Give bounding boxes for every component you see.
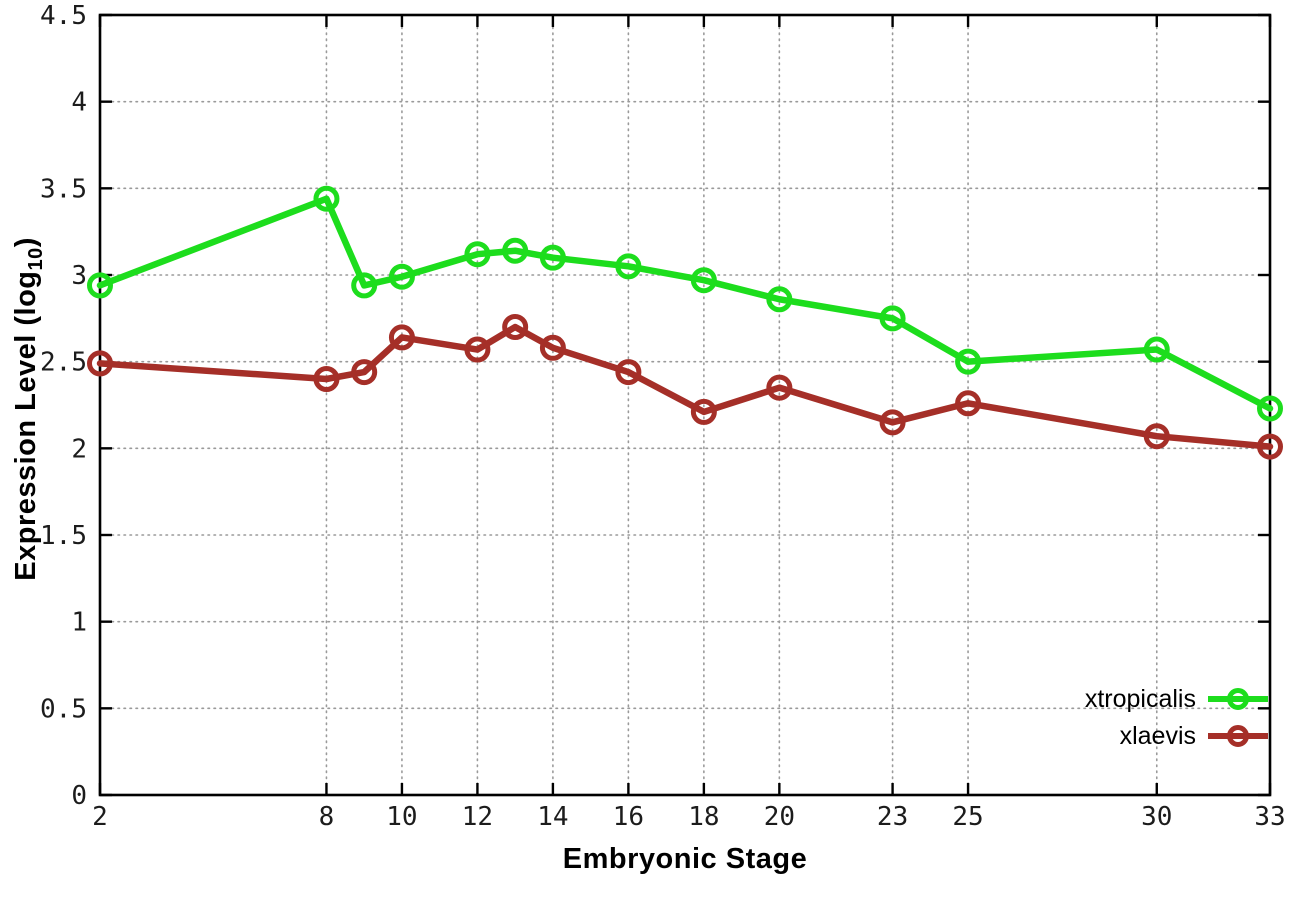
data-point-xlaevis bbox=[955, 390, 982, 417]
y-axis-title: Expression Level (log10) bbox=[10, 209, 48, 609]
legend-circle-marker-icon bbox=[1227, 725, 1249, 747]
y-tick-label: 0 bbox=[71, 781, 87, 811]
x-tick-label: 12 bbox=[462, 802, 493, 832]
data-point-xtropicalis bbox=[539, 244, 566, 271]
y-tick-label: 2.5 bbox=[40, 348, 87, 378]
data-point-xlaevis bbox=[766, 374, 793, 401]
x-tick-label: 8 bbox=[319, 802, 335, 832]
y-tick-label: 4.5 bbox=[40, 1, 87, 31]
y-axis-title-subscript: 10 bbox=[24, 247, 47, 271]
y-tick-label: 3.5 bbox=[40, 174, 87, 204]
y-axis-title-text: Expression Level (log bbox=[10, 270, 43, 581]
legend: xtropicalis xlaevis bbox=[1085, 684, 1268, 751]
data-point-xlaevis bbox=[388, 324, 415, 351]
xtropicalis-line-marker-icon bbox=[1208, 684, 1268, 714]
data-point-xtropicalis bbox=[87, 272, 113, 299]
x-tick-label: 23 bbox=[877, 802, 908, 832]
y-tick-label: 1 bbox=[71, 608, 87, 638]
x-tick-label: 25 bbox=[952, 802, 983, 832]
data-point-xlaevis bbox=[87, 350, 113, 377]
data-point-xtropicalis bbox=[313, 185, 340, 212]
data-point-xlaevis bbox=[690, 398, 717, 425]
x-tick-label: 30 bbox=[1141, 802, 1172, 832]
data-point-xtropicalis bbox=[464, 241, 491, 268]
series-line-xlaevis bbox=[96, 323, 1274, 450]
x-tick-label: 16 bbox=[613, 802, 644, 832]
y-tick-label: 2 bbox=[71, 434, 87, 464]
data-point-xlaevis bbox=[879, 409, 906, 436]
data-point-xtropicalis bbox=[502, 237, 529, 264]
x-tick-label: 2 bbox=[92, 802, 108, 832]
legend-label-xtropicalis: xtropicalis bbox=[1084, 684, 1196, 713]
legend-row-xlaevis: xlaevis bbox=[1085, 721, 1268, 751]
legend-circle-marker-icon bbox=[1227, 688, 1249, 710]
data-point-xtropicalis bbox=[615, 253, 642, 280]
x-axis-title: Embryonic Stage bbox=[562, 843, 808, 875]
data-point-xtropicalis bbox=[1257, 395, 1283, 422]
xlaevis-line-marker-icon bbox=[1208, 721, 1268, 751]
x-tick-label: 20 bbox=[764, 802, 795, 832]
data-point-xlaevis bbox=[615, 359, 642, 386]
series-line-xtropicalis bbox=[96, 195, 1274, 412]
legend-row-xtropicalis: xtropicalis bbox=[1085, 684, 1268, 714]
data-point-xtropicalis bbox=[351, 272, 378, 299]
data-point-xtropicalis bbox=[879, 305, 906, 332]
data-point-xtropicalis bbox=[955, 348, 982, 375]
y-axis-title-close: ) bbox=[10, 237, 43, 248]
data-point-xlaevis bbox=[1257, 433, 1283, 460]
data-point-xlaevis bbox=[351, 359, 378, 386]
y-tick-label: 3 bbox=[71, 261, 87, 291]
x-tick-label: 14 bbox=[537, 802, 568, 832]
legend-label-xlaevis: xlaevis bbox=[1119, 721, 1196, 750]
data-point-xlaevis bbox=[313, 366, 340, 392]
data-point-xlaevis bbox=[1143, 423, 1170, 450]
data-point-xtropicalis bbox=[388, 263, 415, 290]
y-tick-label: 1.5 bbox=[40, 521, 87, 551]
data-point-xlaevis bbox=[502, 314, 529, 340]
y-tick-label: 4 bbox=[71, 88, 87, 118]
data-point-xlaevis bbox=[464, 336, 491, 363]
data-point-xtropicalis bbox=[766, 286, 793, 313]
x-tick-label: 18 bbox=[688, 802, 719, 832]
y-tick-label: 0.5 bbox=[40, 694, 87, 724]
x-tick-label: 10 bbox=[386, 802, 417, 832]
data-point-xtropicalis bbox=[690, 267, 717, 294]
data-point-xlaevis bbox=[539, 334, 566, 361]
data-point-xtropicalis bbox=[1143, 336, 1170, 363]
x-tick-label: 33 bbox=[1254, 802, 1285, 832]
